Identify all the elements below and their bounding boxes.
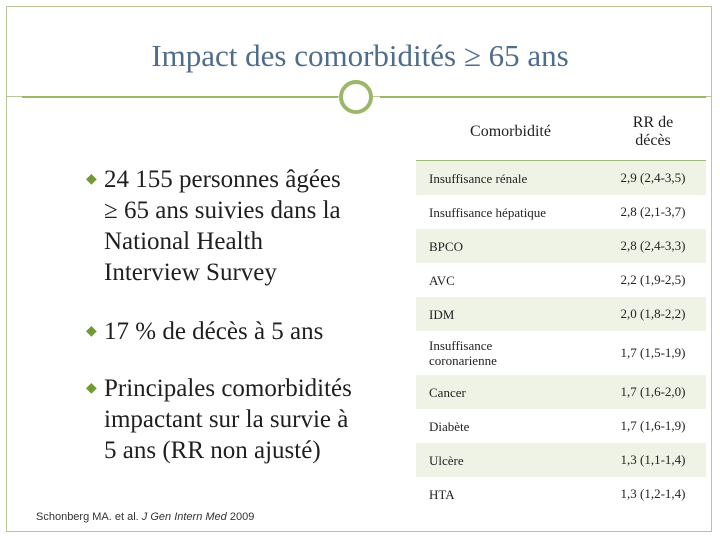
rr-value: 1,7 (1,5-1,9) xyxy=(620,345,686,360)
rr-value: 1,3 (1,2-1,4) xyxy=(620,486,686,501)
title-ring-ornament xyxy=(339,80,373,114)
comorbidity-name: HTA xyxy=(429,486,455,502)
comorbidity-name: IDM xyxy=(416,297,600,331)
source-citation: Schonberg MA. et al. J Gen Intern Med 20… xyxy=(36,511,255,523)
comorbidity-name: BPCO xyxy=(416,229,600,263)
rr-value: 2,8 (2,4-3,3) xyxy=(600,229,706,263)
comorbidity-name: Ulcère xyxy=(416,443,600,477)
table-row: Insuffisance coronarienne 1,7 (1,5-1,9) xyxy=(416,331,706,375)
rr-value: 1,3 (1,1-1,4) xyxy=(600,443,706,477)
title-rule-right xyxy=(380,96,706,98)
bullet-icon: ◆ xyxy=(86,380,97,396)
table-row: Cancer 1,7 (1,6-2,0) xyxy=(416,375,706,409)
rr-value: 2,8 (2,1-3,7) xyxy=(620,204,686,219)
rr-value: 2,0 (1,8-2,2) xyxy=(600,297,706,331)
bullet-item: ◆ 17 % de décès à 5 ans xyxy=(86,318,324,345)
title-rule-left xyxy=(22,96,338,98)
table-header-row: Comorbidité RR de décès xyxy=(416,104,706,161)
rr-value: 2,9 (2,4-3,5) xyxy=(600,160,706,195)
table-row: BPCO 2,8 (2,4-3,3) xyxy=(416,229,706,263)
table-row: HTA 1,3 (1,2-1,4) xyxy=(416,477,706,511)
comorbidity-name: Insuffisance rénale xyxy=(416,160,600,195)
col-header-comorbidite: Comorbidité xyxy=(416,104,600,161)
comorbidity-name: Diabète xyxy=(429,418,470,434)
bullet-list: ◆ 24 155 personnes âgées ≥ 65 ans suivie… xyxy=(60,160,400,466)
table-row: Insuffisance rénale 2,9 (2,4-3,5) xyxy=(416,160,706,195)
rr-value: 1,7 (1,6-2,0) xyxy=(600,375,706,409)
bullet-icon: ◆ xyxy=(86,171,97,187)
comorbidity-table: Comorbidité RR de décès Insuffisance rén… xyxy=(416,104,706,511)
rr-value: 1,7 (1,6-1,9) xyxy=(620,418,686,433)
comorbidity-name: Cancer xyxy=(416,375,600,409)
table-row: Ulcère 1,3 (1,1-1,4) xyxy=(416,443,706,477)
bullet-item: ◆ Principales comorbidités impactant sur… xyxy=(86,375,352,464)
table-row: Insuffisance hépatique 2,8 (2,1-3,7) xyxy=(416,195,706,229)
bullet-item: ◆ 24 155 personnes âgées ≥ 65 ans suivie… xyxy=(86,166,341,286)
slide-title: Impact des comorbidités ≥ 65 ans xyxy=(151,38,569,73)
comorbidity-name: AVC xyxy=(429,272,455,288)
slide-frame xyxy=(6,6,712,532)
rr-value: 2,2 (1,9-2,5) xyxy=(620,272,686,287)
table-row: Diabète 1,7 (1,6-1,9) xyxy=(416,409,706,443)
comorbidity-name: Insuffisance coronarienne xyxy=(429,338,497,368)
table-row: AVC 2,2 (1,9-2,5) xyxy=(416,263,706,297)
comorbidity-name: Insuffisance hépatique xyxy=(429,204,547,220)
table-row: IDM 2,0 (1,8-2,2) xyxy=(416,297,706,331)
col-header-rr: RR de décès xyxy=(600,104,706,161)
bullet-icon: ◆ xyxy=(86,323,97,339)
